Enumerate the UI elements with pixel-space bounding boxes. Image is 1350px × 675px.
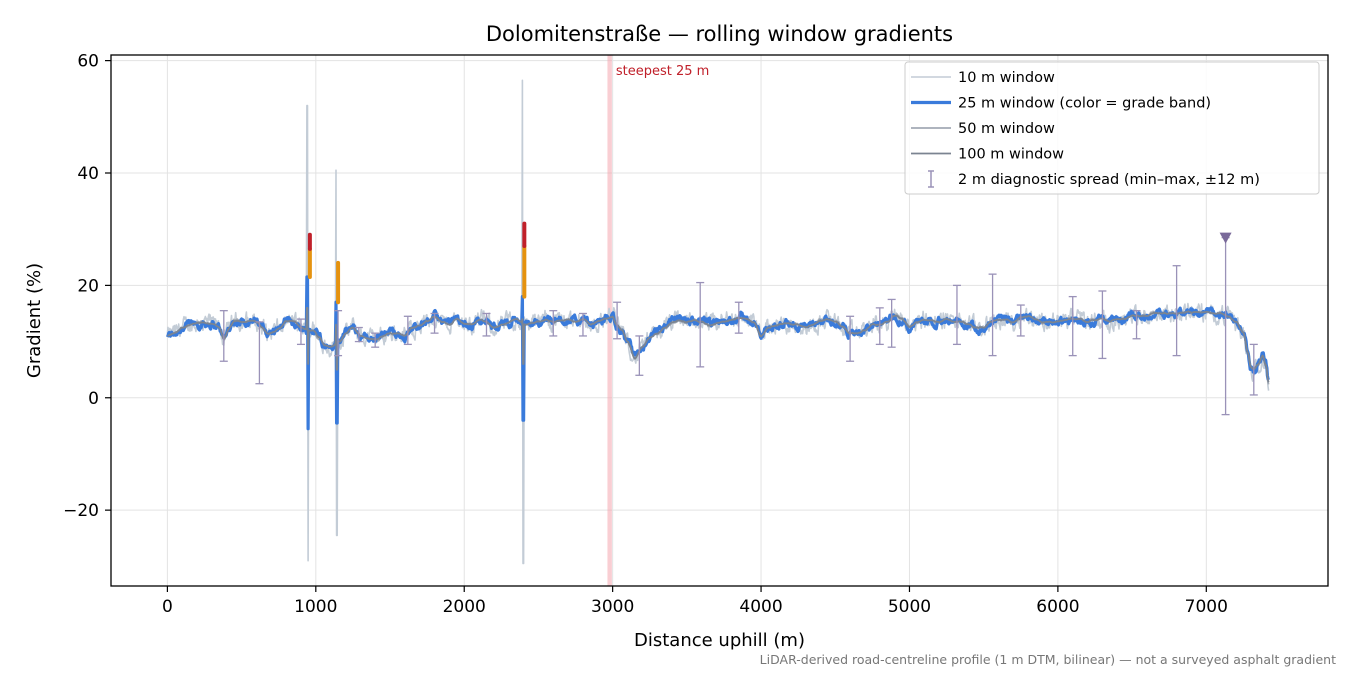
error-bar <box>1221 236 1230 416</box>
error-bar <box>1016 304 1025 337</box>
x-tick-label: 4000 <box>739 597 782 617</box>
footnote: LiDAR-derived road-centreline profile (1… <box>760 652 1336 667</box>
grade-bands <box>307 221 527 305</box>
legend-label: 50 m window <box>958 121 1055 137</box>
error-bar <box>219 310 228 362</box>
error-bar <box>846 315 855 362</box>
plot-frame <box>110 54 1329 587</box>
error-bar <box>613 301 622 340</box>
error-bar <box>696 281 705 368</box>
error-bar <box>482 312 491 337</box>
error-bar <box>549 310 558 337</box>
error-bar <box>1068 295 1077 357</box>
error-bar <box>1098 290 1107 360</box>
legend-label: 2 m diagnostic spread (min–max, ±12 m) <box>958 172 1260 188</box>
error-bar <box>887 298 896 348</box>
series-area <box>165 79 1270 565</box>
error-bar <box>1132 310 1141 340</box>
error-bar <box>430 312 439 334</box>
chart-title: Dolomitenstraße — rolling window gradien… <box>486 22 953 46</box>
legend-item: 10 m window <box>911 70 1055 86</box>
error-bar <box>578 312 587 337</box>
y-axis-label: Gradient (%) <box>24 263 45 378</box>
legend-item: 2 m diagnostic spread (min–max, ±12 m) <box>928 170 1260 188</box>
x-tick-label: 7000 <box>1185 597 1228 617</box>
x-tick-label: 1000 <box>294 597 337 617</box>
error-bar <box>334 310 343 357</box>
legend: 10 m window 25 m window (color = grade ba… <box>904 61 1320 195</box>
legend-label: 10 m window <box>958 70 1055 86</box>
series-100m-line <box>167 307 1270 383</box>
error-bar <box>734 301 743 334</box>
legend-label: 100 m window <box>958 147 1064 163</box>
error-bar <box>296 318 305 346</box>
x-tick-label: 0 <box>162 597 173 617</box>
legend-label: 25 m window (color = grade band) <box>958 96 1211 112</box>
error-bar <box>1249 343 1258 396</box>
legend-box <box>904 61 1320 195</box>
legend-item: 50 m window <box>911 121 1055 137</box>
error-bar <box>988 273 997 357</box>
axis-ticks: 0 1000 2000 3000 4000 5000 6000 7000 −20 0 20 40 60 <box>63 52 1228 617</box>
x-tick-label: 6000 <box>1036 597 1079 617</box>
diagnostic-spread-bars <box>219 232 1258 416</box>
error-bar <box>952 284 961 346</box>
error-bar <box>255 321 264 385</box>
legend-item: 100 m window <box>911 147 1064 163</box>
steepest-label: steepest 25 m <box>616 64 709 79</box>
y-tick-label: −20 <box>63 501 99 521</box>
y-tick-label: 60 <box>77 52 99 72</box>
error-bar <box>371 332 380 348</box>
x-axis-label: Distance uphill (m) <box>634 630 805 651</box>
y-tick-label: 40 <box>77 164 99 184</box>
error-bar <box>1172 265 1181 357</box>
series-25m-line <box>165 275 1270 431</box>
error-bar <box>354 326 363 343</box>
error-bar <box>635 335 644 376</box>
error-bar <box>403 315 412 346</box>
y-tick-label: 20 <box>77 276 99 296</box>
x-tick-label: 3000 <box>591 597 634 617</box>
x-tick-label: 5000 <box>888 597 931 617</box>
error-bar <box>875 307 884 346</box>
x-tick-label: 2000 <box>443 597 486 617</box>
peak-marker-triangle <box>1219 232 1232 244</box>
legend-item: 25 m window (color = grade band) <box>911 96 1211 112</box>
y-tick-label: 0 <box>88 389 99 409</box>
